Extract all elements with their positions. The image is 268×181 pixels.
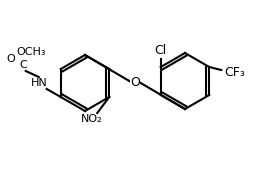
Text: Cl: Cl — [155, 44, 167, 57]
Text: C: C — [19, 60, 27, 70]
Text: HN: HN — [30, 78, 47, 88]
Text: CF₃: CF₃ — [224, 66, 245, 79]
Text: NO₂: NO₂ — [80, 114, 102, 124]
Text: O: O — [6, 54, 15, 64]
Text: O: O — [130, 75, 140, 89]
Text: OCH₃: OCH₃ — [16, 47, 46, 57]
